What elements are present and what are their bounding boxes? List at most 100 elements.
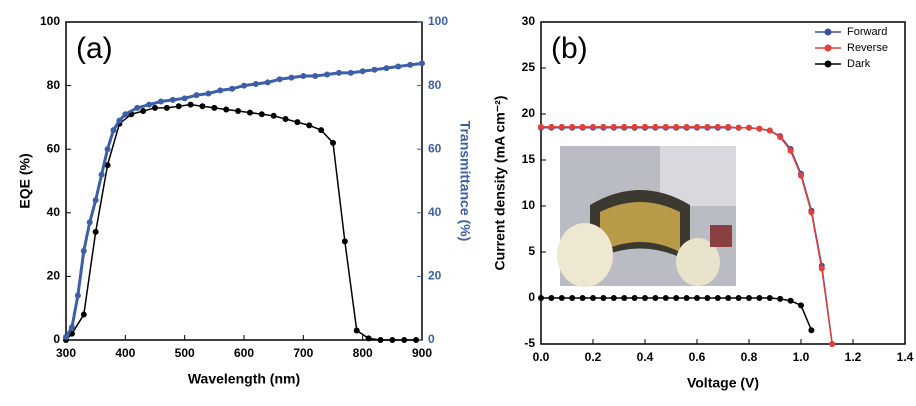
panel-label: (b) (551, 32, 588, 65)
x-tick-label: 400 (115, 346, 135, 360)
y-tick-label: 60 (47, 141, 61, 155)
series-marker (798, 302, 804, 309)
legend-label: Forward (847, 26, 887, 38)
series-marker (175, 103, 182, 110)
y-tick-label: 40 (47, 205, 61, 219)
series-marker (330, 139, 336, 146)
series-marker (312, 73, 319, 80)
series-marker (631, 123, 638, 130)
y-tick-label: 30 (522, 14, 536, 28)
x-tick-label: 600 (234, 346, 254, 360)
legend-label: Dark (847, 58, 871, 70)
x-tick-label: 1.4 (897, 350, 914, 364)
series-line (64, 61, 423, 338)
series-marker (538, 295, 544, 301)
series-marker (335, 69, 342, 76)
series-marker (98, 171, 105, 178)
series-marker (252, 81, 259, 88)
x-tick-label: 0.0 (533, 350, 550, 364)
series-marker (353, 327, 360, 334)
series-marker (714, 123, 721, 130)
legend-marker (824, 44, 832, 52)
series-marker (68, 324, 75, 331)
y2-tick-label: 40 (428, 205, 442, 219)
series-marker (558, 295, 565, 301)
series-marker (193, 92, 200, 99)
series-marker (621, 295, 628, 301)
series-marker (683, 295, 690, 301)
series-marker (92, 228, 99, 235)
x-tick-label: 300 (56, 346, 76, 360)
series-marker (383, 65, 390, 72)
x-tick-label: 1.0 (793, 350, 810, 364)
photo-emblem (710, 225, 732, 247)
series-marker (419, 60, 425, 67)
series-marker (371, 66, 378, 73)
y-tick-label: 100 (40, 14, 60, 28)
series-marker (662, 295, 669, 301)
series-marker (621, 123, 628, 130)
series-marker (401, 337, 408, 343)
series-marker (558, 123, 565, 130)
series-marker (694, 123, 700, 130)
series-marker (662, 123, 669, 130)
series-marker (377, 337, 384, 343)
series-marker (152, 104, 158, 111)
series-marker (134, 104, 141, 111)
series-marker (181, 95, 188, 102)
inset-photo (557, 146, 736, 287)
x-tick-label: 0.4 (637, 350, 654, 364)
plot-frame (540, 21, 906, 345)
y2-tick-label: 20 (428, 269, 442, 283)
series-marker (798, 172, 804, 179)
series-marker (746, 295, 752, 301)
series-marker (365, 335, 372, 342)
series-line (541, 297, 813, 331)
series-marker (590, 123, 596, 130)
series-marker (548, 295, 555, 301)
series-marker (122, 111, 129, 118)
series-marker (86, 219, 93, 226)
x-tick-label: 500 (175, 346, 195, 360)
series-marker (756, 125, 763, 132)
series-line (65, 103, 417, 341)
series-marker (787, 147, 794, 154)
series-marker (258, 111, 265, 118)
series-marker (74, 292, 81, 299)
photo-glove (676, 238, 720, 286)
series-marker (395, 63, 402, 70)
photo-glove (557, 223, 613, 287)
series-marker (217, 87, 224, 94)
series-marker (725, 295, 732, 301)
x-tick-label: 0.2 (585, 350, 602, 364)
photo-paper (660, 146, 736, 206)
series-marker (241, 82, 247, 89)
series-marker (569, 123, 576, 130)
y2-tick-label: 60 (428, 141, 442, 155)
y2-tick-label: 80 (428, 78, 442, 92)
series-marker (787, 297, 794, 304)
series-marker (223, 106, 230, 113)
series-marker (110, 127, 117, 134)
series-marker (808, 209, 815, 216)
series-marker (829, 341, 836, 347)
x-axis-title: Wavelength (nm) (188, 371, 300, 387)
series-marker (276, 76, 283, 83)
series-marker (63, 333, 69, 340)
y-tick-label: 0 (528, 290, 535, 304)
series-marker (140, 108, 147, 115)
series-marker (683, 123, 690, 130)
series-marker (246, 109, 253, 116)
photo-cells (600, 202, 680, 252)
series-marker (652, 123, 659, 130)
x-tick-label: 900 (412, 346, 432, 360)
series-marker (673, 295, 680, 301)
series-marker (694, 295, 700, 301)
series-marker (199, 103, 206, 110)
series-marker (766, 127, 773, 134)
y-tick-label: 5 (528, 244, 535, 258)
y-axis-title: EQE (%) (17, 153, 33, 208)
series-marker (306, 122, 313, 129)
x-tick-label: 0.6 (689, 350, 706, 364)
series-marker (777, 295, 784, 302)
